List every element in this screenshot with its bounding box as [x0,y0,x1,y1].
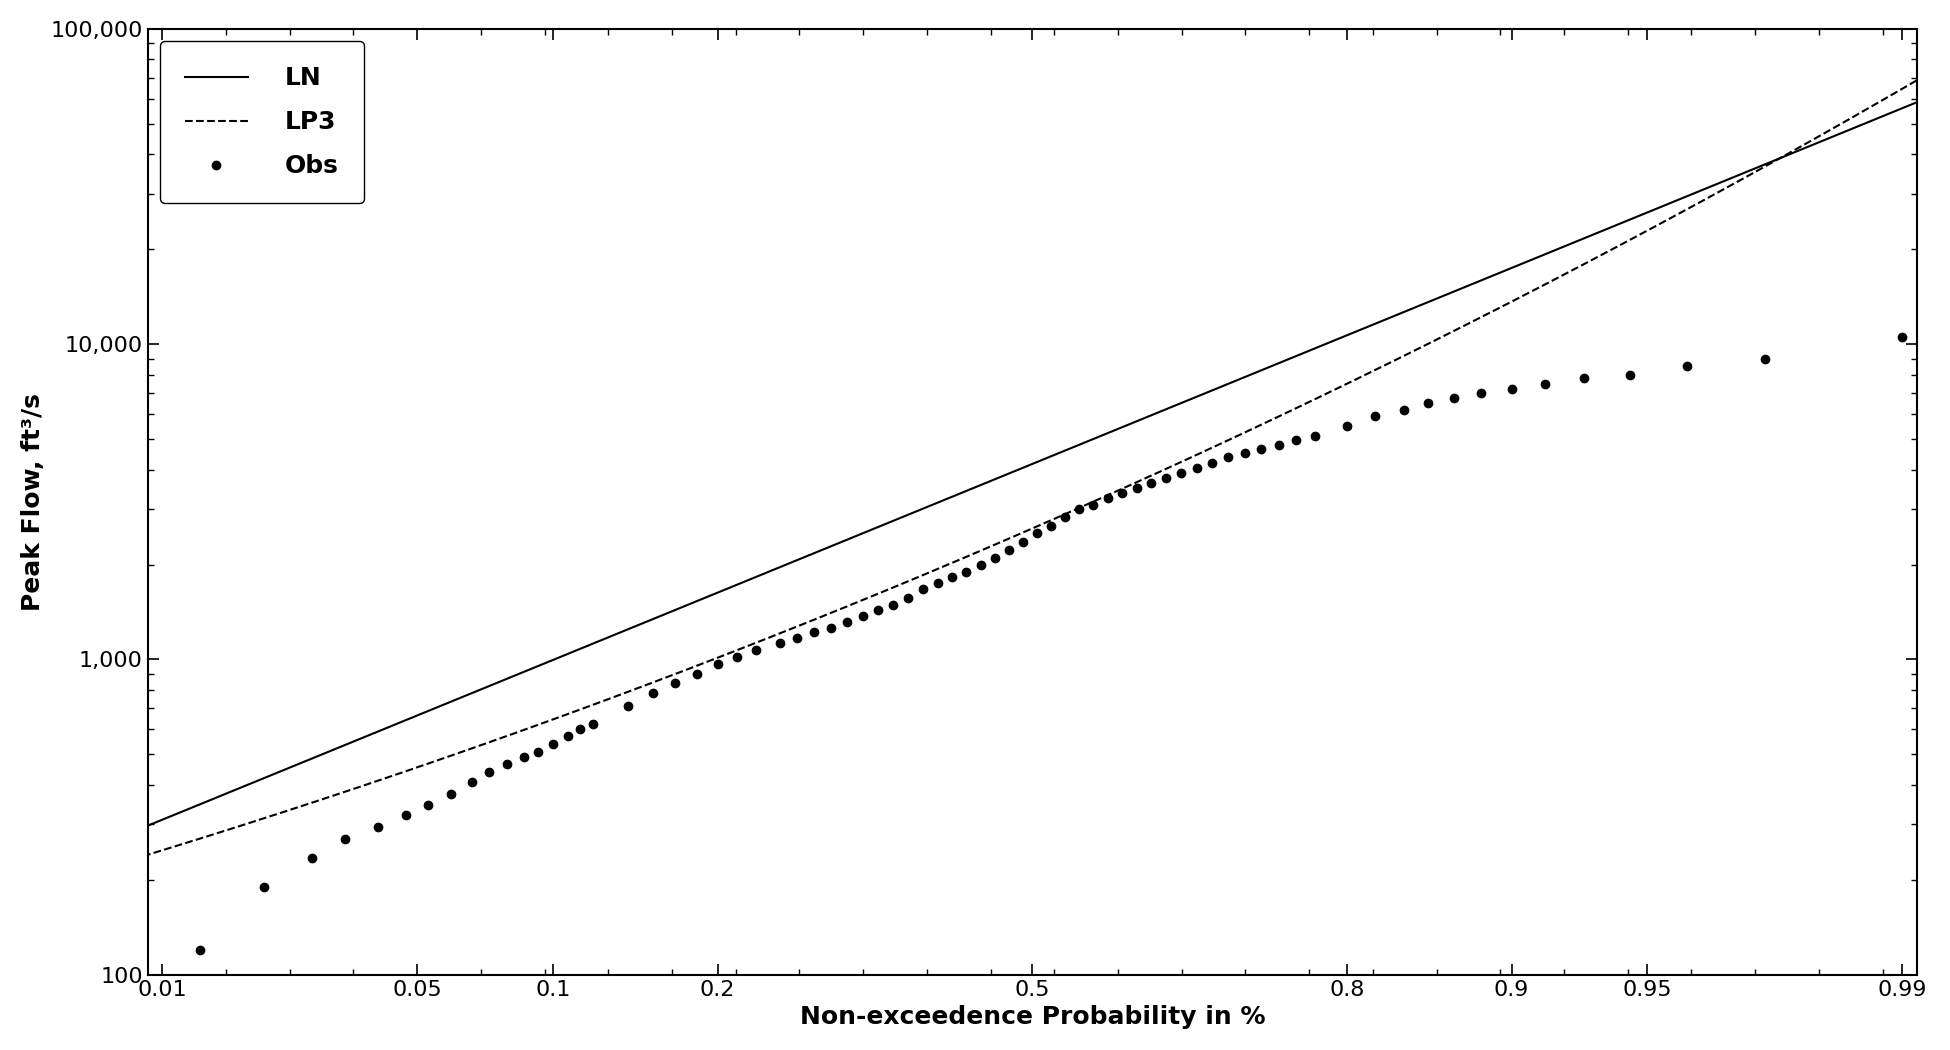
Obs [768,636,792,649]
LP3 [1730,173,1753,186]
Line: LN: LN [68,70,1950,858]
LN [1002,465,1026,478]
LN [57,852,80,864]
Legend: LN, LP3, Obs: LN, LP3, Obs [160,41,365,204]
Obs [187,944,211,957]
LN [1730,167,1753,180]
Obs [1392,403,1416,416]
Obs [1336,420,1359,433]
Obs [581,717,604,730]
Y-axis label: Peak Flow, ft³/s: Peak Flow, ft³/s [21,393,45,611]
LN [996,467,1020,480]
LP3 [57,873,80,885]
LP3 [1357,366,1381,379]
LP3 [996,532,1020,545]
Line: Obs: Obs [195,333,1907,954]
LN [1059,442,1082,455]
LN [1110,421,1133,434]
LP3 [1002,530,1026,543]
Obs [956,565,979,578]
LP3 [1059,505,1082,518]
Obs [1470,386,1494,399]
LP3 [1110,483,1133,496]
Line: LP3: LP3 [68,34,1950,879]
LN [1357,320,1381,333]
X-axis label: Non-exceedence Probability in %: Non-exceedence Probability in % [800,1005,1266,1029]
Obs [1892,331,1915,343]
